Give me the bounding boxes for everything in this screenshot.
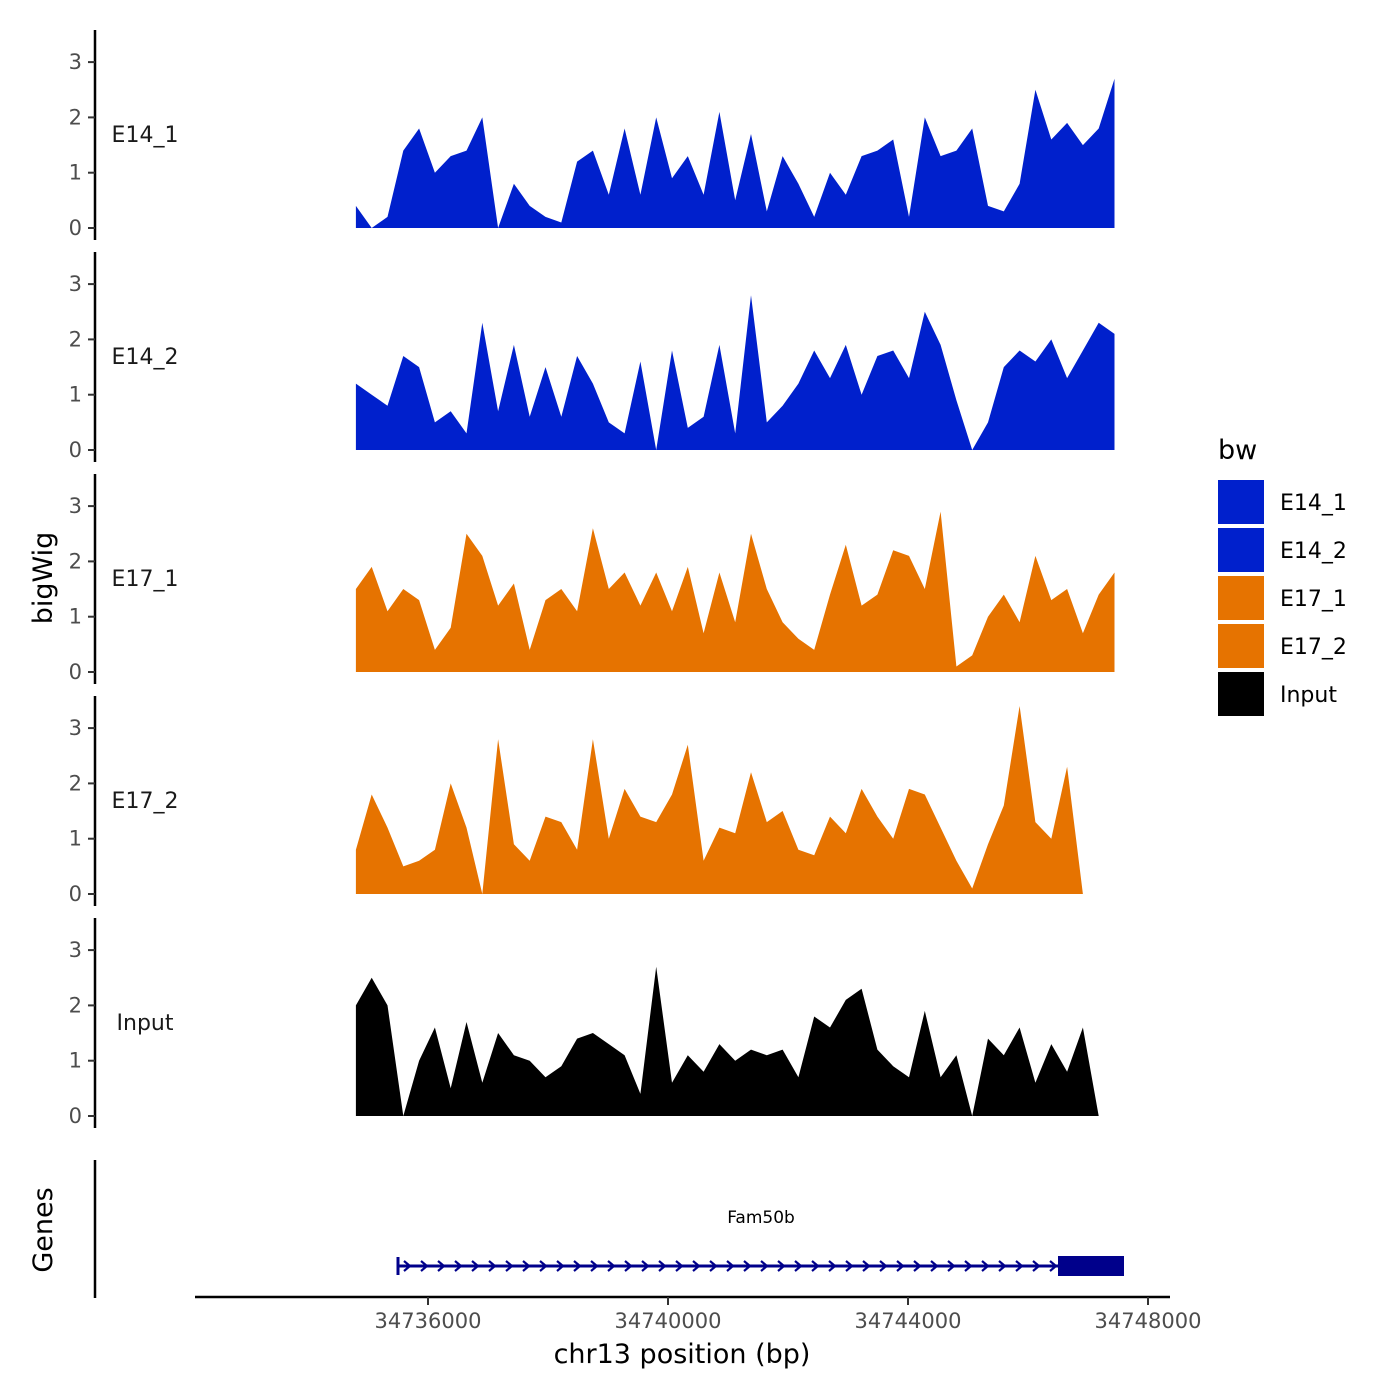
strand-arrow xyxy=(726,1260,735,1272)
strand-arrow xyxy=(811,1260,820,1272)
genes-track-title: Genes xyxy=(28,1187,59,1272)
y-tick-label: 0 xyxy=(69,216,82,240)
area-Input xyxy=(355,966,1115,1116)
x-tick-label: 34736000 xyxy=(375,1309,482,1333)
track-E14_2: 0 1 2 3 E14_2 xyxy=(69,252,1115,462)
y-axis-title: bigWig xyxy=(28,532,59,625)
strand-arrow xyxy=(845,1260,854,1272)
strand-arrow xyxy=(624,1260,633,1272)
gene-track: Fam50b xyxy=(93,1160,1124,1298)
y-tick-label: 2 xyxy=(69,549,82,573)
y-tick-label: 3 xyxy=(69,50,82,74)
y-tick-label: 2 xyxy=(69,327,82,351)
area-E14_1 xyxy=(355,78,1115,228)
y-tick-label: 2 xyxy=(69,105,82,129)
strand-arrow xyxy=(930,1260,939,1272)
strand-arrow xyxy=(1032,1260,1041,1272)
legend: bw E14_1 E14_2 E17_1 E17_2 Input xyxy=(1218,435,1347,716)
strand-arrow xyxy=(403,1260,412,1272)
track-label: E14_1 xyxy=(112,123,179,148)
strand-arrow xyxy=(828,1260,837,1272)
strand-arrow xyxy=(607,1260,616,1272)
y-tick-label: 0 xyxy=(69,882,82,906)
strand-arrow xyxy=(896,1260,905,1272)
legend-key-E17_2 xyxy=(1218,624,1264,668)
track-label: E17_2 xyxy=(112,789,179,814)
strand-arrow xyxy=(471,1260,480,1272)
y-tick-label: 0 xyxy=(69,438,82,462)
legend-key-Input xyxy=(1218,672,1264,716)
strand-arrow xyxy=(590,1260,599,1272)
track-E17_1: 0 1 2 3 E17_1 xyxy=(69,474,1115,684)
legend-label: E17_1 xyxy=(1280,587,1347,612)
area-E14_2 xyxy=(355,295,1115,450)
y-tick-label: 1 xyxy=(69,1049,82,1073)
x-tick-label: 34748000 xyxy=(1095,1309,1202,1333)
y-tick-label: 1 xyxy=(69,605,82,629)
strand-arrow xyxy=(522,1260,531,1272)
x-tick-label: 34740000 xyxy=(615,1309,722,1333)
gene-exon xyxy=(1058,1256,1124,1276)
y-tick-label: 3 xyxy=(69,494,82,518)
legend-label: E17_2 xyxy=(1280,635,1347,660)
strand-arrow xyxy=(505,1260,514,1272)
strand-arrow xyxy=(862,1260,871,1272)
legend-key-E14_1 xyxy=(1218,480,1264,524)
strand-arrow xyxy=(675,1260,684,1272)
strand-arrow xyxy=(556,1260,565,1272)
strand-arrow xyxy=(1049,1260,1058,1272)
strand-arrow xyxy=(760,1260,769,1272)
tracks: 0 1 2 3 E14_1 0 1 2 3 E14_2 0 1 2 3 E17_1 0 1 2 3 E17_2 0 1 2 3… xyxy=(69,30,1115,1128)
track-Input: 0 1 2 3 Input xyxy=(69,918,1115,1128)
strand-arrow xyxy=(573,1260,582,1272)
legend-label: E14_2 xyxy=(1280,539,1347,564)
x-tick-label: 34744000 xyxy=(855,1309,962,1333)
legend-label: Input xyxy=(1280,683,1337,708)
y-tick-label: 3 xyxy=(69,716,82,740)
track-E17_2: 0 1 2 3 E17_2 xyxy=(69,696,1115,906)
strand-arrow xyxy=(964,1260,973,1272)
strand-arrow xyxy=(692,1260,701,1272)
strand-arrow xyxy=(658,1260,667,1272)
legend-title: bw xyxy=(1218,435,1257,466)
legend-key-E17_1 xyxy=(1218,576,1264,620)
y-tick-label: 2 xyxy=(69,993,82,1017)
x-axis: 34736000 34740000 34744000 34748000 xyxy=(195,1295,1202,1333)
y-tick-label: 0 xyxy=(69,1104,82,1128)
gene-name-label: Fam50b xyxy=(727,1208,795,1228)
y-tick-label: 2 xyxy=(69,771,82,795)
strand-arrow xyxy=(454,1260,463,1272)
area-E17_1 xyxy=(355,511,1115,672)
strand-arrow xyxy=(913,1260,922,1272)
strand-arrow xyxy=(709,1260,718,1272)
track-label: Input xyxy=(117,1011,174,1036)
strand-arrow xyxy=(998,1260,1007,1272)
y-tick-label: 1 xyxy=(69,383,82,407)
y-tick-label: 0 xyxy=(69,660,82,684)
track-E14_1: 0 1 2 3 E14_1 xyxy=(69,30,1115,240)
strand-arrow xyxy=(879,1260,888,1272)
legend-key-E14_2 xyxy=(1218,528,1264,572)
strand-arrow xyxy=(420,1260,429,1272)
strand-arrow xyxy=(777,1260,786,1272)
strand-arrow xyxy=(981,1260,990,1272)
y-tick-label: 1 xyxy=(69,161,82,185)
track-label: E17_1 xyxy=(112,567,179,592)
strand-arrow xyxy=(641,1260,650,1272)
y-tick-label: 3 xyxy=(69,938,82,962)
track-label: E14_2 xyxy=(112,345,179,370)
area-E17_2 xyxy=(355,706,1115,894)
strand-arrow xyxy=(947,1260,956,1272)
strand-arrow xyxy=(743,1260,752,1272)
y-tick-label: 3 xyxy=(69,272,82,296)
y-tick-label: 1 xyxy=(69,827,82,851)
strand-arrow xyxy=(539,1260,548,1272)
x-axis-title: chr13 position (bp) xyxy=(554,1339,811,1370)
legend-label: E14_1 xyxy=(1280,491,1347,516)
strand-arrow xyxy=(488,1260,497,1272)
strand-arrow xyxy=(794,1260,803,1272)
strand-arrow xyxy=(437,1260,446,1272)
strand-arrow xyxy=(1015,1260,1024,1272)
